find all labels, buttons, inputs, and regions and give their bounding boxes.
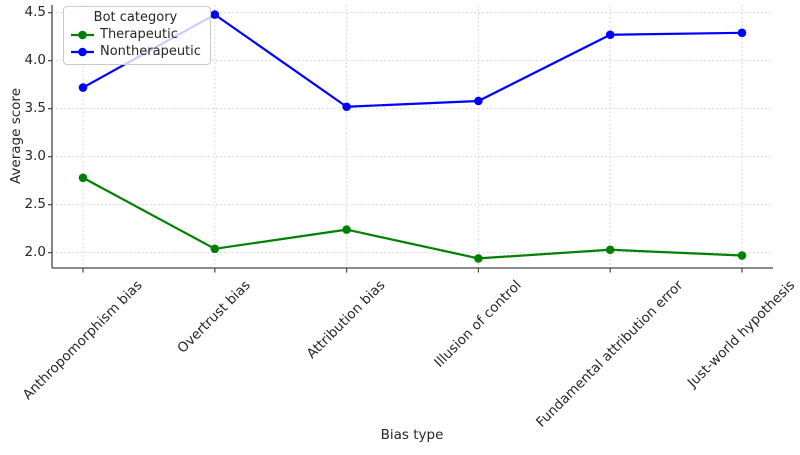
legend-item-therapeutic: Therapeutic	[70, 26, 201, 43]
y-tick-label: 3.5	[24, 100, 46, 117]
x-axis-title: Bias type	[380, 427, 444, 443]
data-point-therapeutic	[605, 245, 615, 255]
data-point-therapeutic	[210, 244, 220, 254]
y-tick-label: 3.0	[24, 148, 46, 165]
series-line-therapeutic	[82, 176, 743, 260]
y-tick-label: 2.5	[24, 196, 46, 213]
data-point-nontherapeutic	[210, 10, 220, 19]
data-point-nontherapeutic	[78, 83, 88, 92]
data-point-nontherapeutic	[605, 30, 615, 40]
legend-title: Bot category	[93, 10, 178, 25]
y-tick-label: 4.5	[24, 4, 46, 21]
data-point-therapeutic	[474, 254, 483, 263]
legend: Bot category Therapeutic Nontherapeutic	[63, 6, 211, 65]
legend-item-label: Nontherapeutic	[100, 44, 201, 59]
y-tick-label: 4.0	[24, 52, 46, 69]
data-point-therapeutic	[737, 251, 747, 260]
nontherapeutic-line-swatch-icon	[71, 47, 94, 56]
data-point-nontherapeutic	[342, 102, 351, 112]
legend-item-nontherapeutic: Nontherapeutic	[70, 43, 201, 60]
data-point-nontherapeutic	[474, 96, 483, 106]
y-tick-label: 2.0	[24, 244, 46, 261]
data-point-nontherapeutic	[737, 28, 747, 38]
data-point-therapeutic	[342, 225, 351, 234]
data-point-therapeutic	[78, 173, 88, 183]
legend-item-label: Therapeutic	[100, 27, 178, 42]
therapeutic-line-swatch-icon	[71, 30, 94, 39]
